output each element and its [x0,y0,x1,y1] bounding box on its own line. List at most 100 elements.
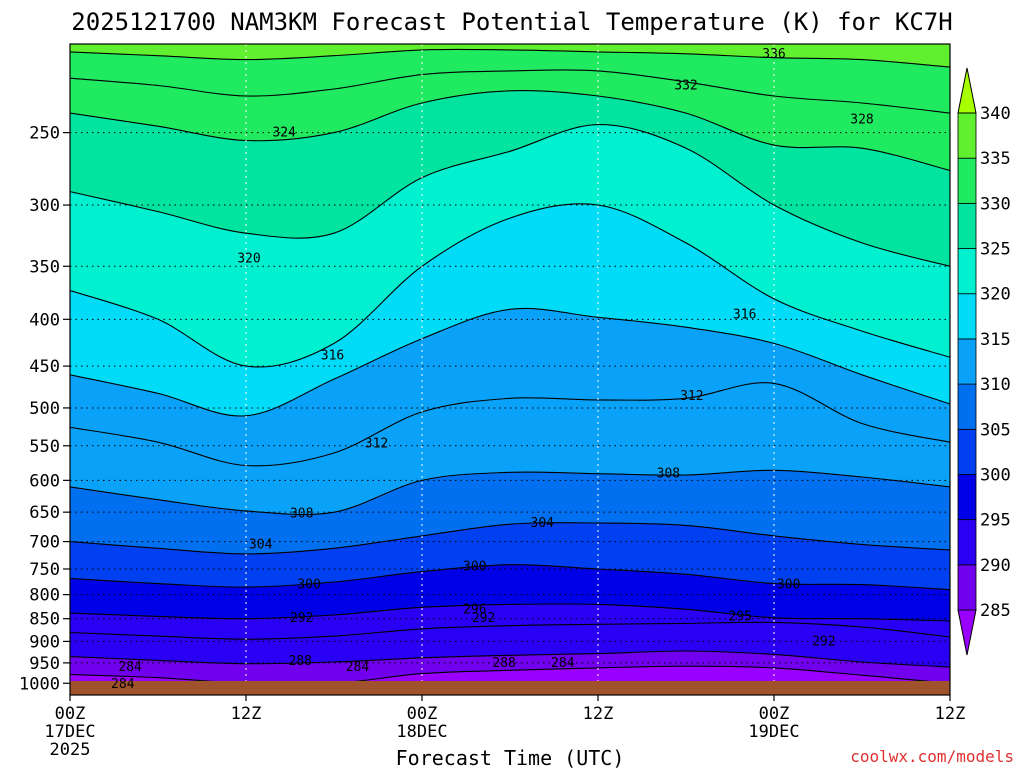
x-tick-label: 12Z [231,704,262,724]
contour-label: 324 [272,126,296,141]
x-axis-label: Forecast Time (UTC) [396,746,625,768]
isentrope-328 [70,89,950,172]
colorbar-segment [957,157,977,204]
y-tick-label: 800 [29,586,60,606]
contour-label: 292 [290,611,313,626]
contour-label: 284 [346,660,370,675]
theta-band [70,90,950,267]
colorbar-segment [957,564,977,611]
isentrope-308 [70,469,950,516]
y-tick-label: 950 [29,654,60,674]
y-tick-label: 500 [29,399,60,419]
y-tick-label: 650 [29,503,60,523]
y-tick-label: 1000 [19,674,60,694]
isentrope-316 [70,307,950,417]
contour-label: 284 [111,677,135,692]
colorbar-segment [957,202,977,249]
y-tick-label: 850 [29,610,60,630]
contour-label: 292 [472,611,495,626]
contour-label: 320 [237,251,260,266]
colorbar-label: 325 [980,240,1011,260]
theta-band [70,564,950,621]
y-tick-label: 900 [29,632,60,652]
colorbar-segment [957,383,977,430]
x-tick-label: 00Z [759,704,790,724]
y-tick-label: 300 [29,196,60,216]
contour-label: 312 [365,437,388,452]
x-tick-label: 00Z [55,704,86,724]
isentrope-312 [70,382,950,467]
theta-band [70,69,950,171]
credit-text: coolwx.com/models [850,747,1014,766]
y-tick-label: 400 [29,310,60,330]
colorbar-segment [957,428,977,475]
x-tick-label: 00Z [407,704,438,724]
colorbar: 285 290 295 300 305 310 315 320 325 330 335 340 [957,67,1011,656]
theta-band [70,382,950,515]
colorbar-segment [957,112,977,159]
isentrope-332 [70,69,950,114]
contour-label: 336 [762,47,785,62]
colorbar-segment [957,338,977,385]
y-tick-label: 600 [29,471,60,491]
colorbar-segment [957,293,977,340]
theta-band [70,124,950,367]
contour-label: 308 [657,467,680,482]
contour-label: 312 [680,389,703,404]
x-tick-label: 12Z [935,704,966,724]
colorbar-segment [957,248,977,295]
y-tick-label: 450 [29,357,60,377]
plot-frame [69,43,951,696]
contour-label: 300 [297,578,320,593]
contour-label: 296 [463,602,486,617]
isentrope-300 [70,564,950,591]
colorbar-label: 320 [980,285,1011,305]
colorbar-label: 285 [980,601,1011,621]
colorbar-extend-low [957,609,977,656]
theta-band [70,622,950,667]
colorbar-label: 335 [980,149,1011,169]
contour-label: 308 [290,506,313,521]
isentrope-lines [70,48,950,685]
contour-label: 292 [812,634,835,649]
contour-label: 300 [777,578,800,593]
y-axis-ticks: 2503003504004505005506006507007508008509… [19,124,70,694]
contour-label: 316 [321,348,344,363]
contour-label: 288 [492,656,515,671]
isentrope-336 [70,48,950,68]
y-tick-label: 750 [29,560,60,580]
colorbar-label: 310 [980,375,1011,395]
colorbar-segment [957,474,977,521]
contour-label: 332 [674,78,697,93]
contour-label: 316 [733,307,756,322]
theta-band [70,522,950,590]
colorbar-label: 295 [980,511,1011,531]
isentrope-320 [70,203,950,368]
isentrope-304 [70,522,950,555]
terrain-bar [70,681,950,695]
contour-label: 304 [531,516,555,531]
colorbar-label: 290 [980,556,1011,576]
x-tick-date: 18DEC [396,722,447,742]
colorbar-label: 330 [980,194,1011,214]
colorbar-label: 305 [980,420,1011,440]
y-tick-label: 700 [29,533,60,553]
theta-band [70,203,950,417]
theta-band [70,603,950,640]
colorbar-label: 300 [980,465,1011,485]
colorbar-label: 340 [980,104,1011,124]
y-tick-label: 250 [29,124,60,144]
colorbar-segment [957,519,977,566]
y-tick-label: 350 [29,257,60,277]
isentrope-292 [70,621,950,640]
theta-band [70,650,950,685]
contour-label: 300 [463,559,486,574]
chart-title: 2025121700 NAM3KM Forecast Potential Tem… [71,8,952,36]
colorbar-label: 315 [980,330,1011,350]
theta-fill-layer [70,44,950,695]
colorbar-extend-high [957,67,977,114]
theta-band [70,308,950,466]
